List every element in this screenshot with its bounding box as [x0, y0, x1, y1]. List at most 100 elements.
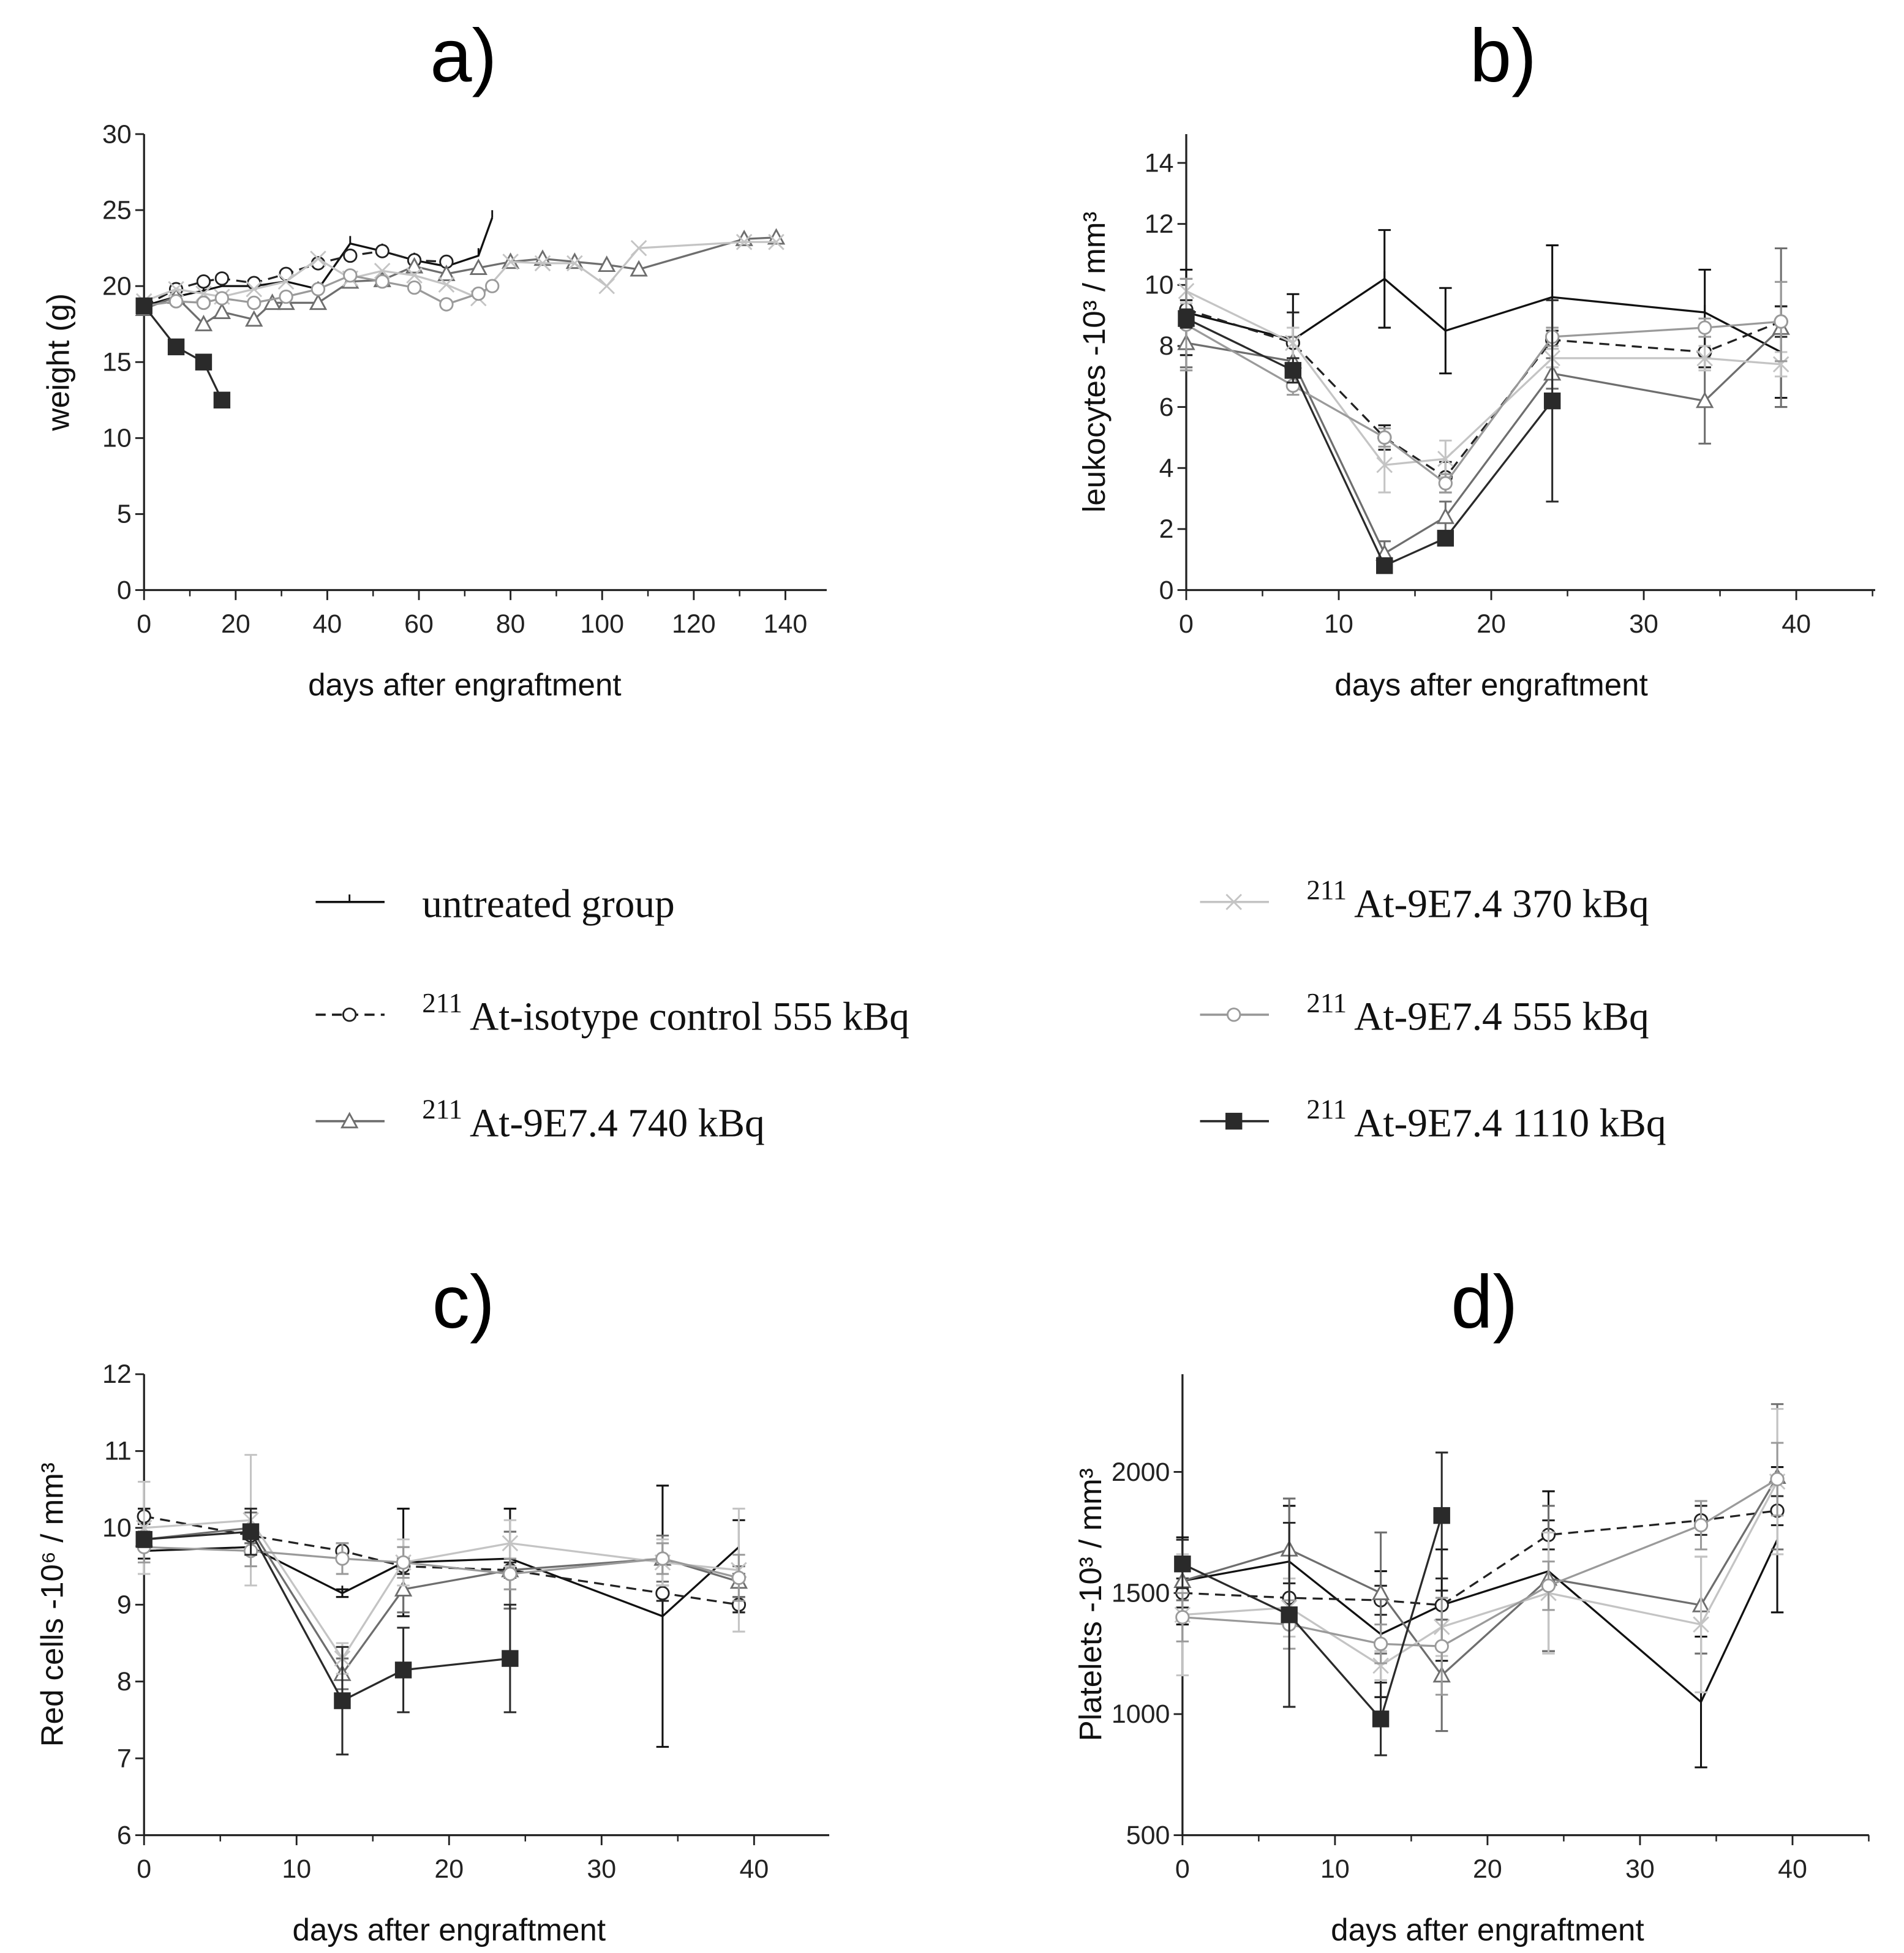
series-line: [1182, 1476, 1778, 1677]
data-point: [438, 276, 455, 293]
data-point: [731, 1570, 747, 1586]
data-point: [768, 233, 785, 250]
chart-title: a): [430, 14, 497, 98]
data-point: [263, 293, 282, 310]
x-tick-label: 40: [1782, 609, 1811, 639]
x-tick-label: 20: [1477, 609, 1506, 639]
x-tick-label: 20: [221, 609, 250, 639]
series-a740: [135, 1511, 748, 1690]
chart-title: d): [1451, 1260, 1518, 1344]
y-tick-label: 1000: [1112, 1699, 1170, 1729]
y-tick-label: 1500: [1112, 1578, 1170, 1608]
data-point: [437, 265, 456, 281]
x-tick-label: 120: [672, 609, 716, 639]
data-point: [502, 1535, 519, 1552]
y-tick-label: 0: [1159, 576, 1174, 605]
x-tick-label: 40: [1778, 1854, 1807, 1884]
y-tick-label: 500: [1126, 1821, 1170, 1850]
x-tick-label: 20: [434, 1854, 464, 1884]
y-tick-label: 8: [117, 1667, 132, 1696]
series-a1110: [135, 297, 231, 408]
y-tick-label: 14: [1145, 148, 1174, 178]
x-tick-label: 10: [1320, 1854, 1350, 1884]
legend-label: At-9E7.4 740 kBq: [470, 1101, 765, 1145]
series-a555: [1175, 1442, 1785, 1696]
data-point: [277, 273, 295, 290]
data-point: [1433, 1507, 1450, 1524]
x-tick-label: 30: [1625, 1854, 1655, 1884]
data-point: [335, 1551, 350, 1566]
legend-item-untreated: untreated group: [315, 882, 675, 926]
x-tick-label: 30: [1629, 609, 1658, 639]
data-point: [1371, 1583, 1390, 1600]
data-point: [565, 252, 584, 269]
data-point: [405, 257, 424, 274]
series-a740: [1177, 247, 1790, 567]
data-point: [245, 310, 263, 327]
data-point: [194, 314, 213, 331]
data-point: [309, 293, 328, 310]
y-tick-label: 7: [117, 1744, 132, 1773]
chart-panel-a: a) 0 20 40 60 80 100 120 140 0 5 10 15 20 25 30 days aft…: [40, 14, 827, 702]
series-untreated: [1176, 1466, 1784, 1769]
x-tick-label: 40: [313, 609, 342, 639]
data-point: [1372, 1710, 1390, 1728]
x-tick-label: 100: [580, 609, 624, 639]
data-point: [374, 263, 391, 279]
data-point: [471, 286, 486, 301]
x-tick-label: 0: [1175, 1854, 1190, 1884]
y-tick-label: 9: [117, 1590, 132, 1620]
data-point: [534, 255, 551, 272]
legend-marker: [1225, 894, 1242, 911]
data-point: [168, 294, 184, 309]
legend-marker: [340, 1112, 359, 1129]
x-axis-label: days after engraftment: [293, 1912, 606, 1947]
legend-label: At-9E7.4 1110 kBq: [1354, 1101, 1666, 1145]
data-point: [630, 239, 647, 257]
data-point: [279, 266, 293, 281]
series-a370: [1174, 1408, 1786, 1693]
data-point: [214, 291, 230, 306]
data-point: [503, 1567, 517, 1581]
data-point: [214, 271, 230, 286]
legend-marker: [1225, 1113, 1243, 1130]
y-tick-label: 6: [1159, 393, 1174, 422]
data-point: [1376, 557, 1393, 574]
data-point: [1772, 356, 1789, 373]
y-tick-label: 10: [102, 424, 132, 453]
series-a555: [137, 1530, 747, 1602]
x-tick-label: 0: [1179, 609, 1194, 639]
series-line: [144, 1546, 739, 1579]
y-tick-label: 25: [102, 195, 132, 225]
y-tick-label: 10: [1145, 271, 1174, 300]
y-tick-label: 4: [1159, 454, 1174, 483]
data-point: [502, 254, 519, 270]
legend: untreated group 211 At-isotype control 555…: [315, 875, 1666, 1145]
series-line: [1186, 290, 1782, 466]
x-tick-label: 140: [764, 609, 808, 639]
data-point: [279, 289, 293, 304]
data-point: [396, 1555, 411, 1570]
data-point: [375, 274, 389, 289]
x-tick-label: 80: [496, 609, 525, 639]
data-point: [767, 228, 786, 245]
data-point: [343, 268, 358, 283]
y-tick-label: 8: [1159, 331, 1174, 361]
series-line: [1182, 1510, 1778, 1606]
data-point: [135, 1530, 152, 1548]
x-axis-label: days after engraftment: [1334, 667, 1648, 702]
legend-superscript: 211: [1306, 1094, 1347, 1125]
legend-superscript: 211: [1306, 988, 1347, 1018]
chart-title: c): [432, 1260, 495, 1344]
series-a1110: [1178, 299, 1561, 574]
x-tick-label: 20: [1473, 1854, 1502, 1884]
legend-superscript: 211: [422, 1094, 462, 1125]
legend-item-a555: 211 At-9E7.4 555 kBq: [1200, 988, 1649, 1039]
data-point: [1693, 1518, 1709, 1533]
data-point: [1285, 334, 1301, 352]
series-line: [1186, 320, 1782, 485]
data-point: [310, 282, 326, 296]
data-point: [168, 280, 184, 298]
data-point: [1178, 310, 1195, 327]
data-point: [1438, 476, 1453, 491]
